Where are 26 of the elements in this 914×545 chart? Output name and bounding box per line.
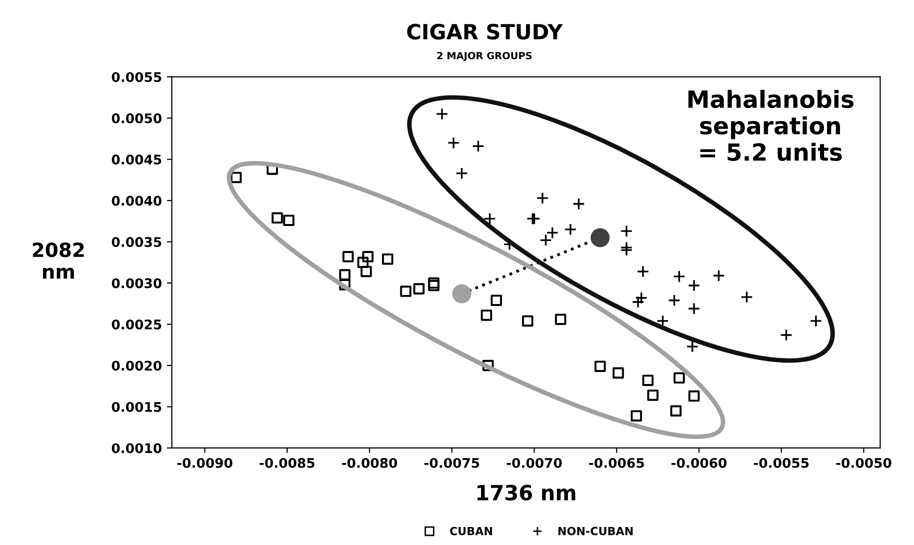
x-tick-label: -0.0070 — [506, 458, 562, 468]
y-tick-label: 0.0045 — [112, 154, 162, 165]
y-tick-label: 0.0020 — [112, 360, 162, 371]
y-tick-label: 0.0025 — [112, 319, 162, 330]
y-tick-label: 0.0010 — [112, 443, 162, 454]
y-tick-label: 0.0050 — [112, 113, 162, 124]
x-tick-label: -0.0090 — [177, 458, 232, 468]
chart-subtitle: 2 MAJOR GROUPS — [437, 52, 532, 62]
legend-label: NON-CUBAN — [558, 526, 633, 536]
y-tick-label: 0.0030 — [112, 278, 162, 288]
y-tick-label: 0.0055 — [112, 72, 162, 82]
x-tick-label: -0.0065 — [589, 458, 644, 468]
y-tick-label: 0.0040 — [112, 196, 162, 206]
y-tick-label: 0.0015 — [112, 402, 162, 412]
x-axis-title: 1736 nm — [477, 484, 576, 500]
x-tick-label: -0.0050 — [836, 458, 892, 468]
x-tick-label: -0.0075 — [424, 458, 480, 468]
x-tick-label: -0.0060 — [671, 458, 727, 468]
x-tick-label: -0.0085 — [260, 458, 314, 468]
x-tick-label: -0.0080 — [342, 458, 398, 468]
chart-title: CIGAR STUDY — [407, 24, 563, 40]
x-tick-label: -0.0055 — [754, 458, 809, 468]
legend-label: CUBAN — [450, 526, 492, 536]
y-tick-label: 0.0035 — [112, 237, 162, 247]
annotation: Mahalanobis separation = 5.2 units — [688, 90, 854, 161]
y-axis-title: 2082 nm — [32, 242, 84, 279]
